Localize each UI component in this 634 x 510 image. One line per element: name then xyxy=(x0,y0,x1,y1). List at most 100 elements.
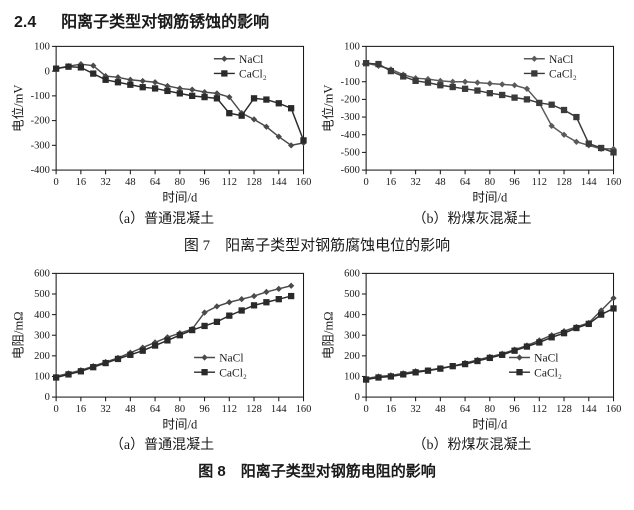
section-number: 2.4 xyxy=(14,14,36,31)
svg-text:-400: -400 xyxy=(31,165,50,176)
svg-text:144: 144 xyxy=(271,177,287,188)
subcaption-fig8b: （b）粉煤灰混凝土 xyxy=(320,434,624,454)
subcaption-fig7a: （a）普通混凝土 xyxy=(10,208,314,228)
svg-text:48: 48 xyxy=(435,403,445,414)
svg-text:0: 0 xyxy=(364,177,369,188)
svg-text:NaCl: NaCl xyxy=(219,352,243,364)
svg-text:时间/d: 时间/d xyxy=(162,191,198,205)
svg-text:600: 600 xyxy=(34,268,50,279)
figure8-panel-a: 0 16 32 48 64 80 96 112 128 144 160 0 100 200 300 400 50… xyxy=(10,265,314,459)
svg-text:电位/mV: 电位/mV xyxy=(12,84,26,131)
svg-text:64: 64 xyxy=(460,177,471,188)
svg-text:32: 32 xyxy=(410,177,420,188)
svg-text:128: 128 xyxy=(246,177,262,188)
svg-text:128: 128 xyxy=(246,403,262,414)
svg-text:CaCl₂: CaCl₂ xyxy=(239,69,267,81)
svg-text:600: 600 xyxy=(344,268,360,279)
svg-text:160: 160 xyxy=(606,403,622,414)
svg-text:CaCl₂: CaCl₂ xyxy=(534,367,562,379)
svg-text:112: 112 xyxy=(532,177,547,188)
chart-fig7a: 0163248648096112128144160-400-300-200-10… xyxy=(10,38,314,206)
svg-text:NaCl: NaCl xyxy=(549,54,573,66)
svg-text:500: 500 xyxy=(344,289,360,300)
svg-text:-600: -600 xyxy=(341,165,360,176)
svg-text:100: 100 xyxy=(34,42,50,53)
svg-text:16: 16 xyxy=(386,177,396,188)
svg-text:100: 100 xyxy=(34,371,50,382)
subcaption-fig8a: （a）普通混凝土 xyxy=(10,434,314,454)
svg-text:电阻/mΩ: 电阻/mΩ xyxy=(322,311,336,359)
figure8-caption: 图 8 阳离子类型对钢筋电阻的影响 xyxy=(10,460,624,481)
svg-text:电位/mV: 电位/mV xyxy=(322,84,336,131)
svg-text:96: 96 xyxy=(199,177,209,188)
figure8-panel-b: 0163248648096112128144160010020030040050… xyxy=(320,265,624,459)
svg-text:CaCl₂: CaCl₂ xyxy=(219,367,247,379)
svg-text:160: 160 xyxy=(296,403,312,414)
svg-text:0: 0 xyxy=(364,403,369,414)
svg-text:-200: -200 xyxy=(31,116,50,127)
svg-text:时间/d: 时间/d xyxy=(162,417,198,431)
svg-text:80: 80 xyxy=(175,177,185,188)
svg-text:96: 96 xyxy=(509,403,519,414)
svg-text:-100: -100 xyxy=(31,91,50,102)
svg-text:128: 128 xyxy=(556,177,572,188)
svg-text:500: 500 xyxy=(34,289,50,300)
svg-text:112: 112 xyxy=(222,403,237,414)
svg-text:32: 32 xyxy=(100,403,110,414)
svg-text:32: 32 xyxy=(410,403,420,414)
svg-text:400: 400 xyxy=(344,309,360,320)
svg-text:NaCl: NaCl xyxy=(534,352,558,364)
svg-text:96: 96 xyxy=(199,403,209,414)
svg-text:0: 0 xyxy=(45,66,50,77)
svg-text:200: 200 xyxy=(34,351,50,362)
svg-text:48: 48 xyxy=(125,403,135,414)
svg-text:16: 16 xyxy=(386,403,396,414)
svg-text:300: 300 xyxy=(34,330,50,341)
svg-text:电阻/mΩ: 电阻/mΩ xyxy=(12,311,26,359)
svg-text:48: 48 xyxy=(435,177,445,188)
svg-text:时间/d: 时间/d xyxy=(472,191,508,205)
svg-text:96: 96 xyxy=(509,177,519,188)
svg-text:400: 400 xyxy=(34,309,50,320)
svg-text:112: 112 xyxy=(532,403,547,414)
section-title: 阳离子类型对钢筋锈蚀的影响 xyxy=(61,14,269,31)
svg-text:-200: -200 xyxy=(341,95,360,106)
svg-text:300: 300 xyxy=(344,330,360,341)
figure7-panel-a: 0163248648096112128144160-400-300-200-10… xyxy=(10,38,314,232)
svg-text:112: 112 xyxy=(222,177,237,188)
svg-text:16: 16 xyxy=(76,403,86,414)
svg-text:48: 48 xyxy=(125,177,135,188)
svg-text:-300: -300 xyxy=(31,140,50,151)
svg-text:144: 144 xyxy=(271,403,287,414)
svg-text:-400: -400 xyxy=(341,130,360,141)
svg-text:160: 160 xyxy=(606,177,622,188)
svg-text:64: 64 xyxy=(150,403,161,414)
svg-text:时间/d: 时间/d xyxy=(472,417,508,431)
svg-text:0: 0 xyxy=(54,177,59,188)
svg-text:160: 160 xyxy=(296,177,312,188)
figure7-row: 0163248648096112128144160-400-300-200-10… xyxy=(10,38,624,232)
svg-text:0: 0 xyxy=(45,392,50,403)
section-heading: 2.4 阳离子类型对钢筋锈蚀的影响 xyxy=(14,8,624,32)
chart-fig7b: 0 16 32 48 64 80 96 112 128 144 160 -600 -500 -400 -30… xyxy=(320,38,624,206)
svg-text:144: 144 xyxy=(581,403,597,414)
svg-text:32: 32 xyxy=(100,177,110,188)
svg-text:64: 64 xyxy=(460,403,471,414)
svg-text:100: 100 xyxy=(344,371,360,382)
svg-text:0: 0 xyxy=(355,392,360,403)
figure8-row: 0163248648096112128144160010020030040050… xyxy=(10,265,624,459)
svg-text:CaCl₂: CaCl₂ xyxy=(549,69,577,81)
chart-fig8a: 0 16 32 48 64 80 96 112 128 144 160 0 100 200 300 400 50… xyxy=(10,265,314,433)
svg-text:100: 100 xyxy=(344,42,360,53)
svg-text:80: 80 xyxy=(175,403,185,414)
svg-text:0: 0 xyxy=(54,403,59,414)
svg-text:144: 144 xyxy=(581,177,597,188)
svg-text:80: 80 xyxy=(485,403,495,414)
svg-text:-300: -300 xyxy=(341,112,360,123)
svg-text:-500: -500 xyxy=(341,148,360,159)
svg-text:NaCl: NaCl xyxy=(239,54,263,66)
svg-text:80: 80 xyxy=(485,177,495,188)
svg-text:16: 16 xyxy=(76,177,86,188)
subcaption-fig7b: （b）粉煤灰混凝土 xyxy=(320,208,624,228)
figure7-caption: 图 7 阳离子类型对钢筋腐蚀电位的影响 xyxy=(10,234,624,255)
